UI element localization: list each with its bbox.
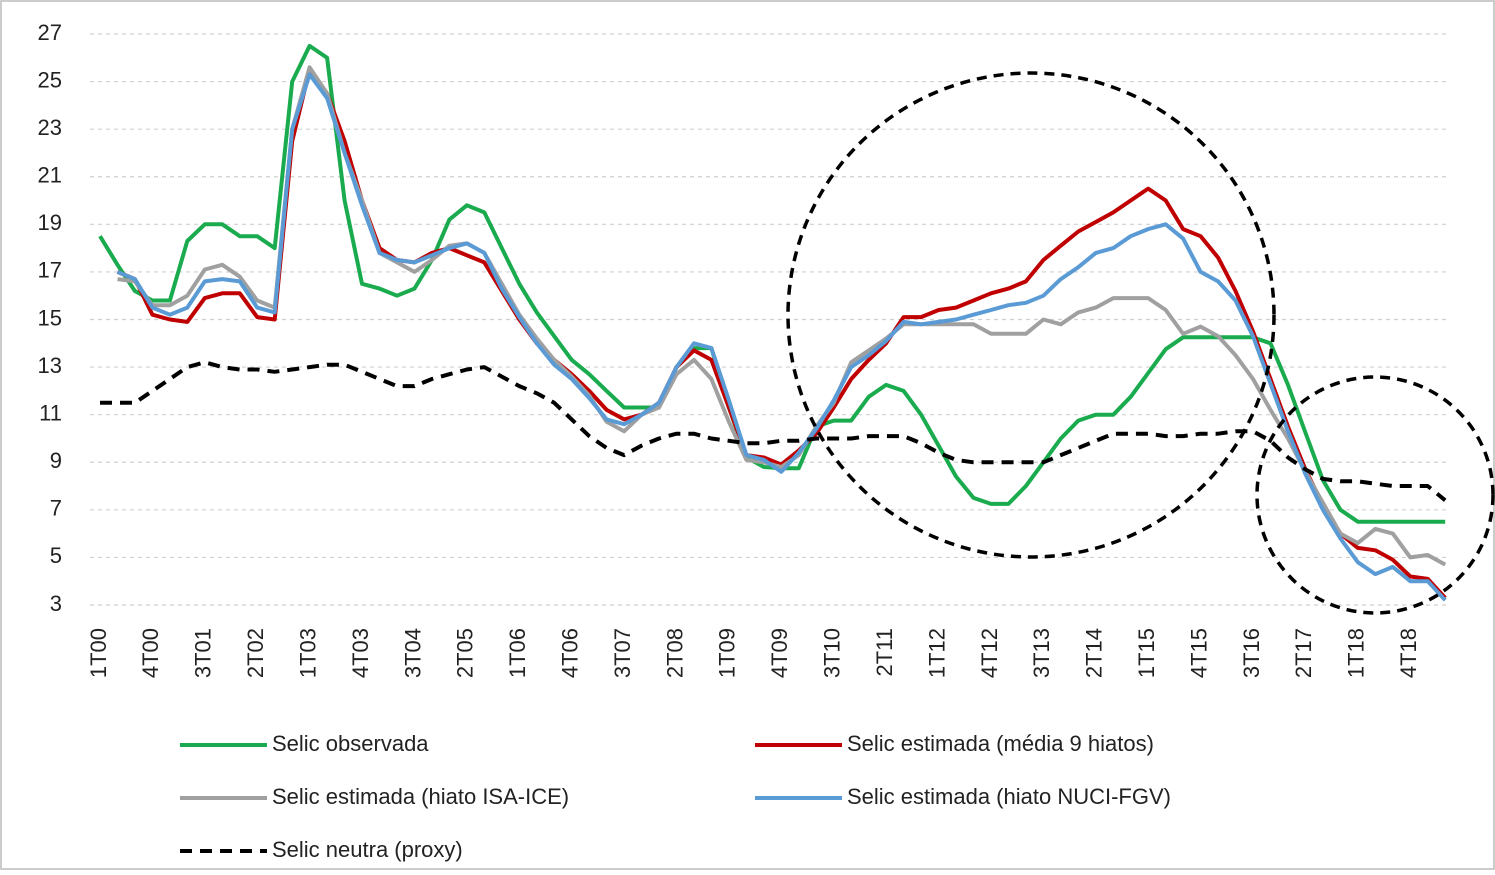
highlight-circle: [786, 71, 1276, 559]
legend-label: Selic estimada (hiato ISA-ICE): [272, 784, 569, 809]
y-tick-label: 9: [50, 448, 62, 473]
legend-label: Selic estimada (hiato NUCI-FGV): [847, 784, 1171, 809]
x-tick-label: 4T18: [1396, 628, 1421, 678]
x-tick-label: 3T07: [610, 628, 635, 678]
x-tick-label: 1T15: [1134, 628, 1159, 678]
y-tick-label: 21: [38, 163, 62, 188]
x-tick-label: 4T09: [767, 628, 792, 678]
y-tick-label: 7: [50, 496, 62, 521]
legend-label: Selic estimada (média 9 hiatos): [847, 731, 1154, 756]
plot-area: 3 5 7 9 11 13 15 17 19 21 23 25 27 1T00 4T00 3T01 2T02 1T…: [38, 20, 1450, 678]
x-tick-label: 3T04: [400, 628, 425, 678]
x-tick-label: 1T18: [1344, 628, 1369, 678]
x-tick-label: 1T12: [924, 628, 949, 678]
y-tick-label: 27: [38, 20, 62, 45]
series-line: [116, 72, 1447, 602]
x-tick-label: 4T03: [348, 628, 373, 678]
y-tick-label: 5: [50, 543, 62, 568]
highlight-circle: [1255, 375, 1495, 615]
x-tick-label: 1T09: [715, 628, 740, 678]
x-tick-label: 3T16: [1239, 628, 1264, 678]
y-tick-label: 11: [39, 400, 62, 425]
x-tick-label: 4T06: [558, 628, 583, 678]
series-line: [100, 360, 1447, 502]
x-tick-label: 4T12: [977, 628, 1002, 678]
legend-label: Selic neutra (proxy): [272, 837, 463, 862]
x-tick-label: 2T08: [662, 628, 687, 678]
x-tick-label: 1T03: [295, 628, 320, 678]
x-tick-label: 4T00: [138, 628, 163, 678]
y-tick-label: 19: [38, 210, 62, 235]
x-tick-label: 3T13: [1029, 628, 1054, 678]
x-tick-label: 2T14: [1082, 628, 1107, 678]
x-tick-label: 3T10: [820, 628, 845, 678]
x-tick-label: 2T17: [1291, 628, 1316, 678]
x-tick-label: 2T05: [453, 628, 478, 678]
y-tick-label: 23: [38, 115, 62, 140]
y-tick-label: 17: [38, 258, 62, 283]
x-tick-label: 1T06: [505, 628, 530, 678]
legend-label: Selic observada: [272, 731, 429, 756]
x-tick-label: 1T00: [86, 628, 111, 678]
x-tick-label: 2T11: [872, 628, 897, 677]
y-tick-label: 13: [38, 353, 62, 378]
x-tick-label: 4T15: [1186, 628, 1211, 678]
y-tick-label: 3: [50, 591, 62, 616]
legend: Selic observada Selic estimada (média 9 h…: [180, 731, 1171, 862]
x-tick-label: 2T02: [243, 628, 268, 678]
x-tick-label: 3T01: [191, 628, 216, 678]
y-tick-label: 25: [38, 67, 62, 92]
y-tick-label: 15: [38, 305, 62, 330]
